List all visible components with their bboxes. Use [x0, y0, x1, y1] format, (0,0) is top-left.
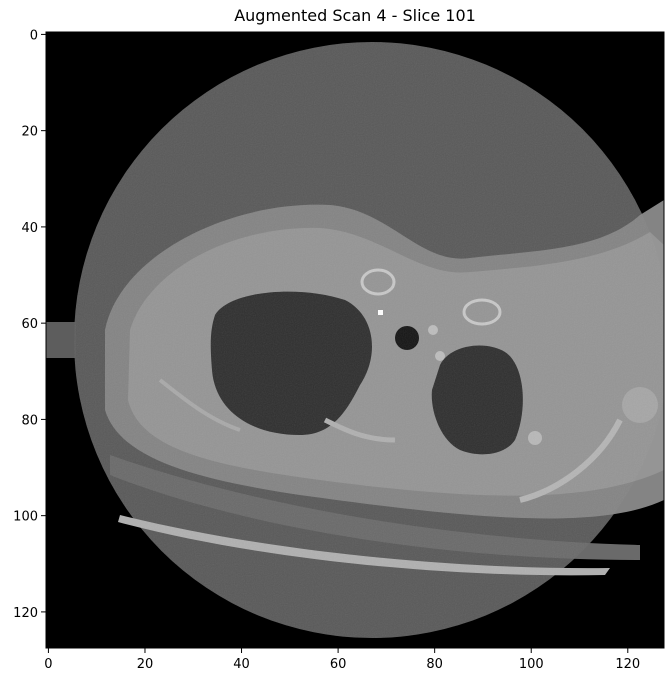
axes-frame — [45, 31, 665, 649]
chart-title: Augmented Scan 4 - Slice 101 — [234, 6, 476, 25]
x-tick-label: 100 — [519, 657, 544, 672]
y-tick-label: 0 — [30, 28, 38, 43]
ct-image — [46, 32, 664, 648]
y-axis: 0 20 40 60 80 100 120 — [13, 28, 46, 621]
x-tick-label: 60 — [330, 657, 347, 672]
y-tick-label: 100 — [13, 510, 38, 525]
x-tick-label: 80 — [426, 657, 443, 672]
x-tick-label: 40 — [233, 657, 250, 672]
x-tick-label: 120 — [615, 657, 640, 672]
x-axis: 0 20 40 60 80 100 120 — [44, 648, 640, 672]
x-tick-label: 0 — [44, 657, 52, 672]
y-tick-label: 60 — [21, 317, 38, 332]
y-tick-label: 20 — [21, 125, 38, 140]
y-tick-label: 120 — [13, 606, 38, 621]
y-tick-label: 80 — [21, 413, 38, 428]
x-tick-label: 20 — [137, 657, 154, 672]
y-tick-label: 40 — [21, 221, 38, 236]
